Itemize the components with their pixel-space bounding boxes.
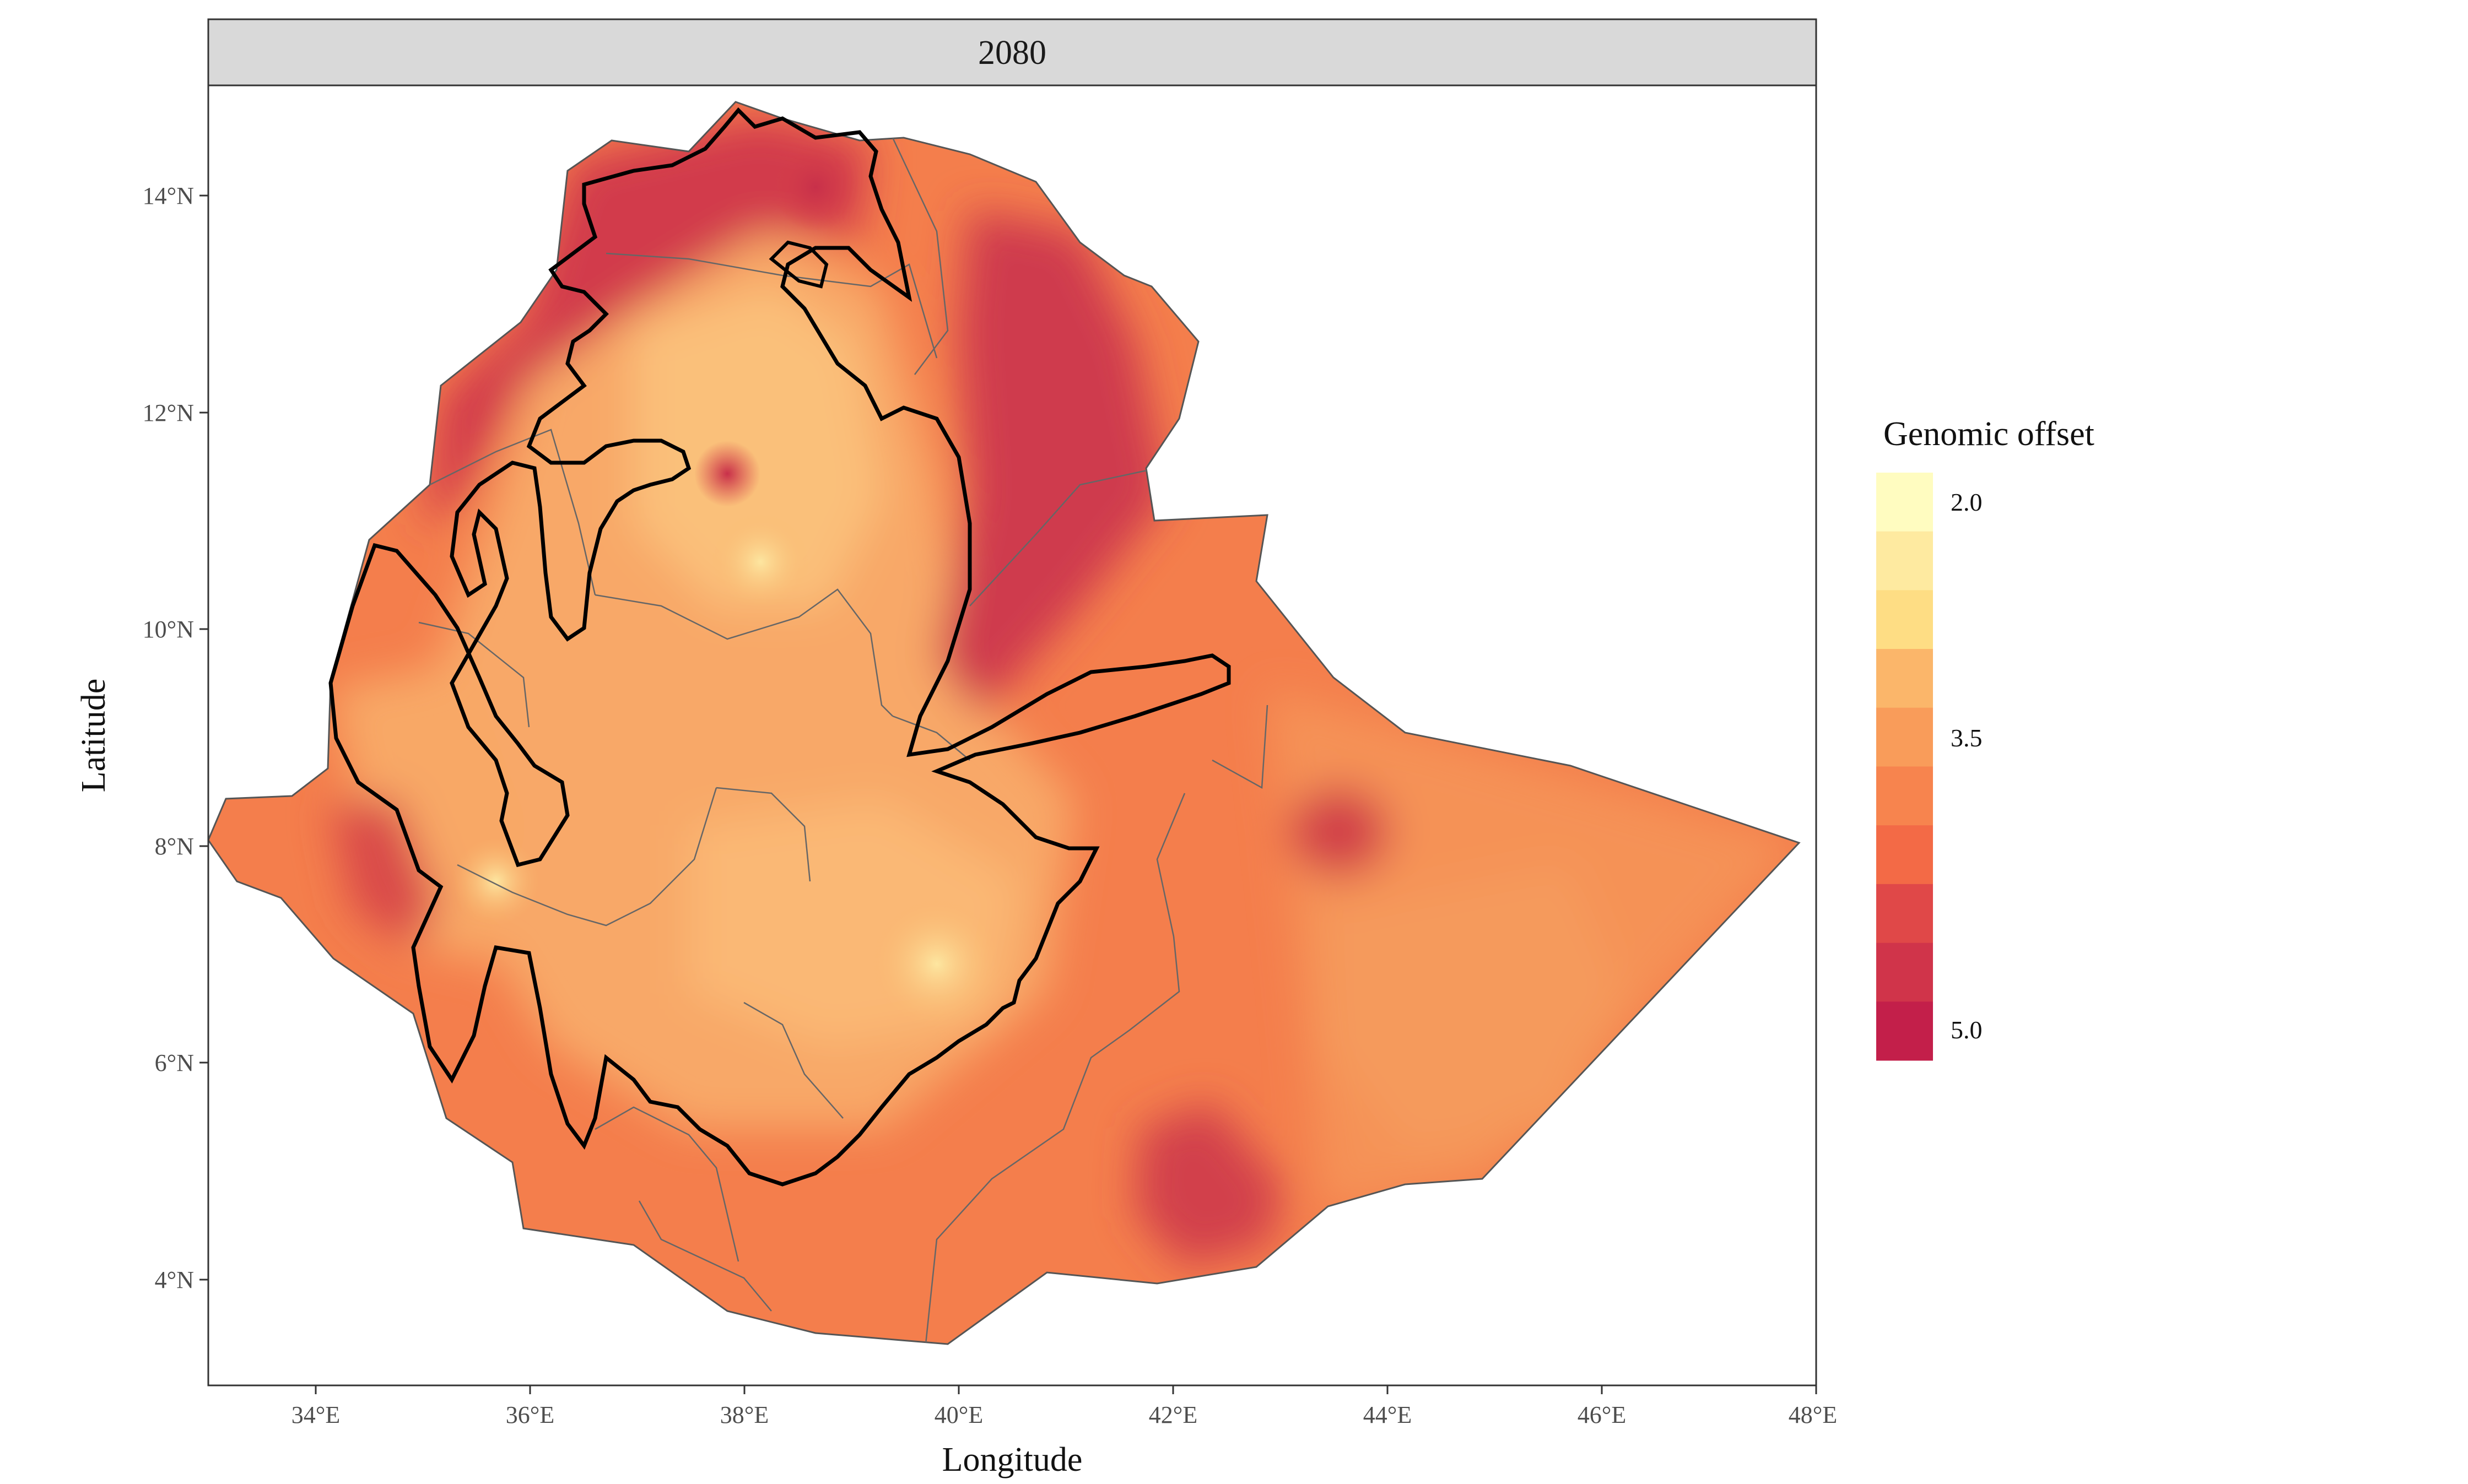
y-axis: 4°N 6°N 8°N 10°N 12°N 14°N [143, 182, 208, 1293]
regional-boundaries [418, 137, 1268, 1344]
facet-strip-label: 2080 [978, 34, 1046, 72]
legend-swatch [1876, 590, 1933, 649]
x-tick-label: 34°E [291, 1401, 340, 1428]
legend-label: 2.0 [1951, 488, 1983, 516]
y-tick-label: 8°N [155, 833, 194, 860]
legend-swatch [1876, 1001, 1933, 1061]
y-tick-label: 4°N [155, 1266, 194, 1293]
x-tick-label: 42°E [1149, 1401, 1197, 1428]
legend-swatch [1876, 707, 1933, 767]
y-tick-label: 10°N [143, 616, 194, 643]
range-outline [328, 107, 1231, 1187]
x-tick-label: 40°E [935, 1401, 983, 1428]
panel-border [207, 84, 1817, 1386]
legend: Genomic offset 2.0 3.5 5.0 [1876, 415, 2094, 1061]
legend-swatch [1876, 473, 1933, 532]
legend-swatch [1876, 649, 1933, 708]
legend-swatch [1876, 884, 1933, 944]
legend-swatch [1876, 943, 1933, 1002]
range-inner-outline [769, 240, 829, 289]
x-tick-label: 36°E [506, 1401, 554, 1428]
legend-swatch [1876, 825, 1933, 885]
legend-swatch [1876, 766, 1933, 826]
country-outline [207, 101, 1801, 1345]
y-tick-label: 14°N [143, 182, 194, 209]
x-tick-label: 46°E [1578, 1401, 1626, 1428]
legend-colorbar [1876, 473, 1933, 1061]
x-axis-title: Longitude [942, 1441, 1083, 1478]
x-axis: 34°E 36°E 38°E 40°E 42°E 44°E 46°E 48°E [291, 1385, 1837, 1428]
legend-label: 5.0 [1951, 1016, 1983, 1044]
y-axis-title: Latitude [75, 679, 112, 793]
legend-title: Genomic offset [1883, 415, 2094, 453]
x-tick-label: 44°E [1363, 1401, 1412, 1428]
y-tick-label: 12°N [143, 399, 194, 426]
x-tick-label: 48°E [1789, 1401, 1837, 1428]
y-tick-label: 6°N [155, 1049, 194, 1076]
legend-label: 3.5 [1951, 724, 1983, 752]
legend-swatch [1876, 531, 1933, 591]
x-tick-label: 38°E [720, 1401, 769, 1428]
facet-strip [207, 18, 1817, 86]
